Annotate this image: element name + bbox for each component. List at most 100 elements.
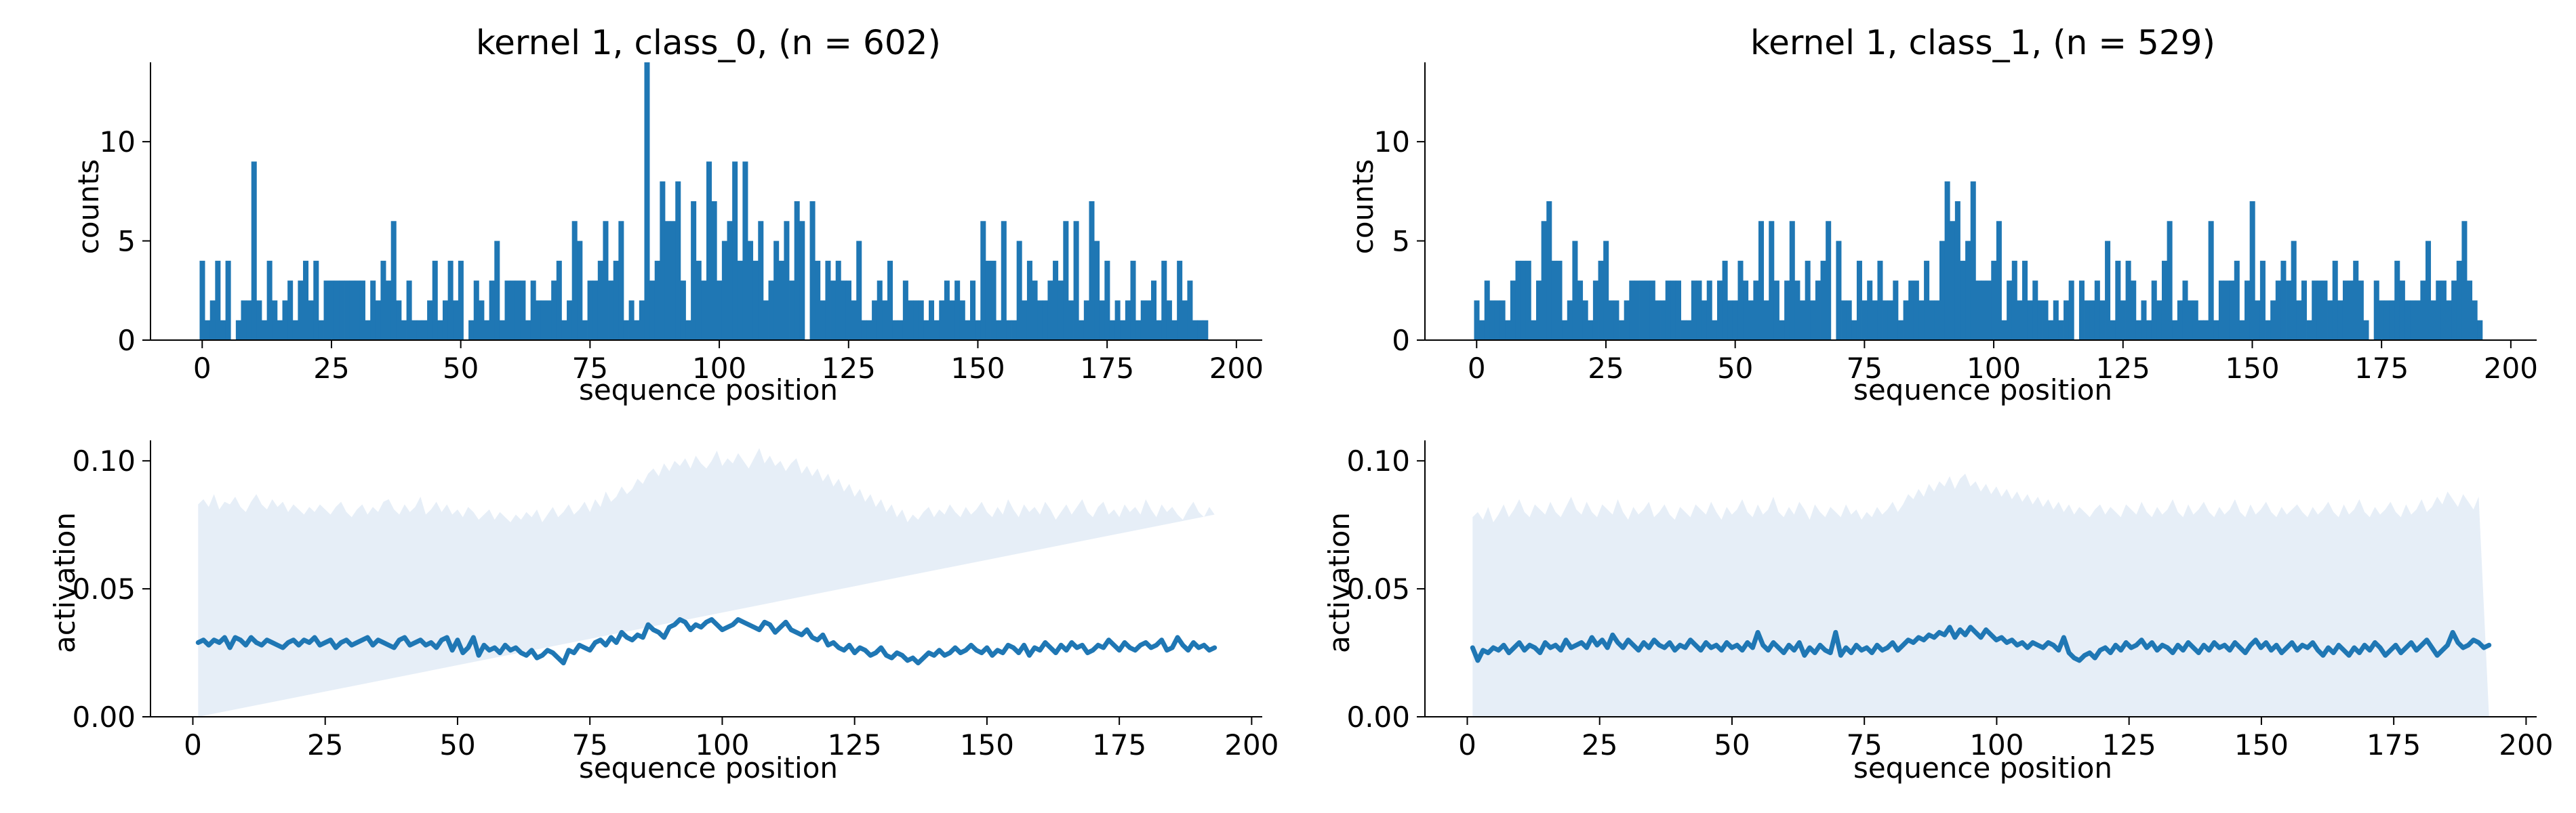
- histogram-bar: [344, 280, 350, 340]
- histogram-bar: [1924, 260, 1930, 340]
- histogram-bar: [2239, 320, 2245, 340]
- histogram-bar: [1954, 201, 1960, 340]
- histogram-bar: [1960, 260, 1966, 340]
- histogram-bar: [2353, 260, 2359, 340]
- x-tick-label: 75: [1847, 352, 1883, 385]
- histogram-bar: [929, 300, 935, 340]
- histogram-bar: [2125, 260, 2131, 340]
- histogram-bar: [1146, 300, 1152, 340]
- histogram-bar: [1820, 260, 1826, 340]
- histogram-bar: [1872, 300, 1878, 340]
- y-tick-label: 10: [1374, 125, 1410, 159]
- histogram-bar: [2017, 300, 2023, 340]
- histogram-bar: [618, 221, 624, 340]
- histogram-bar: [370, 280, 376, 340]
- histogram-bar: [933, 320, 940, 340]
- histogram-bar: [2430, 300, 2436, 340]
- histogram-bar: [1026, 260, 1032, 340]
- histogram-bar: [2042, 300, 2049, 340]
- histogram-bar: [1577, 280, 1584, 340]
- histogram-bar: [2265, 320, 2271, 340]
- histogram-bar: [2007, 280, 2013, 340]
- x-tick-label: 150: [960, 728, 1014, 762]
- histogram-bar: [701, 280, 707, 340]
- histogram-bar: [1058, 280, 1064, 340]
- x-tick-label: 25: [307, 728, 343, 762]
- histogram-bar: [2255, 300, 2261, 340]
- histogram-bar: [696, 260, 702, 340]
- histogram-bar: [1670, 280, 1676, 340]
- histogram-bar: [209, 300, 216, 340]
- histogram-bar: [1784, 280, 1790, 340]
- histogram-bar: [422, 320, 428, 340]
- histogram-bar: [2337, 300, 2343, 340]
- histogram-bar: [644, 62, 650, 340]
- histogram-bar: [1722, 260, 1728, 340]
- histogram-bar: [902, 280, 908, 340]
- histogram-bar: [2322, 280, 2328, 340]
- histogram-bar: [711, 201, 717, 340]
- histogram-bar: [2415, 300, 2421, 340]
- histogram-bar: [2358, 280, 2364, 340]
- histogram-bar: [1582, 300, 1588, 340]
- histogram-bar: [489, 280, 495, 340]
- histogram-bar: [1171, 320, 1178, 340]
- histogram-bar: [1773, 280, 1779, 340]
- histogram-bar: [685, 320, 691, 340]
- histogram-bar: [432, 260, 438, 340]
- histogram-bar: [1986, 280, 1992, 340]
- histogram-bar: [2301, 280, 2307, 340]
- histogram-bar: [898, 320, 904, 340]
- histogram-bar: [303, 260, 309, 340]
- x-tick-label: 125: [2096, 352, 2150, 385]
- histogram-bar: [2223, 280, 2230, 340]
- histogram-bar: [1114, 300, 1121, 340]
- histogram-bar: [1732, 300, 1738, 340]
- y-tick-label: 5: [117, 225, 136, 258]
- histogram-bar: [504, 280, 510, 340]
- histogram-bar: [732, 161, 738, 340]
- x-tick-label: 50: [443, 352, 479, 385]
- histogram-bar: [390, 221, 397, 340]
- histogram-bar: [272, 300, 278, 340]
- histogram-bar: [2120, 300, 2126, 340]
- histogram-bar: [2094, 280, 2100, 340]
- histogram-bar: [691, 201, 697, 340]
- histogram-bar: [1187, 280, 1193, 340]
- histogram-bar: [980, 221, 986, 340]
- histogram-bar: [717, 280, 723, 340]
- histogram-bar: [913, 300, 919, 340]
- histogram-bar: [918, 300, 924, 340]
- histogram-bar: [1929, 300, 1935, 340]
- histogram-bar: [664, 221, 671, 340]
- histogram-bar: [1702, 300, 1708, 340]
- histogram-bar: [789, 280, 795, 340]
- x-tick-label: 125: [822, 352, 876, 385]
- histogram-bar: [1156, 320, 1162, 340]
- histogram-bar: [809, 201, 816, 340]
- histogram-bar: [510, 280, 516, 340]
- histogram-bar: [2053, 300, 2059, 340]
- histogram-bar: [670, 221, 676, 340]
- mean-activation-line: [195, 617, 1217, 666]
- histogram-bar: [1562, 320, 1568, 340]
- histogram-bar: [2342, 280, 2348, 340]
- histogram-bar: [1861, 300, 1868, 340]
- histogram-bar: [2332, 260, 2338, 340]
- histogram-bar: [2379, 300, 2385, 340]
- histogram-bar: [1598, 260, 1604, 340]
- histogram-bar: [1712, 320, 1718, 340]
- histogram-bar: [577, 241, 583, 340]
- histogram-bar: [1675, 280, 1681, 340]
- histogram-bar: [660, 181, 666, 340]
- y-tick-label: 0.00: [72, 701, 136, 734]
- histogram-bar: [949, 300, 955, 340]
- histogram-bar: [1893, 280, 1899, 340]
- histogram-bar: [1047, 280, 1053, 340]
- histogram-bar: [1851, 320, 1857, 340]
- histogram-bar: [1867, 280, 1873, 340]
- histogram-bar: [1763, 300, 1769, 340]
- histogram-bar: [220, 320, 226, 340]
- histogram-bar: [778, 260, 784, 340]
- histogram-bar: [825, 260, 831, 340]
